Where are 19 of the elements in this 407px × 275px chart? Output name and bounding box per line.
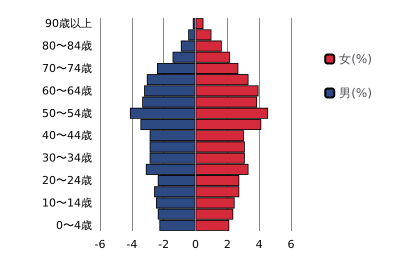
legend-label: 男(%) bbox=[339, 86, 372, 100]
x-tick-label: -6 bbox=[94, 238, 106, 251]
x-tick-label: 4 bbox=[256, 238, 263, 251]
y-tick-label: 60〜64歳 bbox=[42, 84, 92, 98]
x-tick-label: -4 bbox=[126, 238, 138, 251]
y-tick-label: 10〜14歳 bbox=[42, 196, 92, 210]
y-tick-label: 80〜84歳 bbox=[42, 40, 92, 53]
x-tick-label: 0 bbox=[192, 238, 199, 251]
y-tick-label: 90歳以上 bbox=[45, 17, 92, 30]
y-tick-label: 0〜4歳 bbox=[56, 218, 92, 232]
y-tick-label: 50〜54歳 bbox=[42, 106, 92, 120]
x-tick-label: 6 bbox=[288, 238, 294, 251]
y-tick-label: 70〜74歳 bbox=[42, 62, 92, 75]
y-tick-label: 40〜44歳 bbox=[42, 129, 92, 142]
y-tick-label: 20〜24歳 bbox=[42, 174, 92, 188]
y-tick-label: 30〜34歳 bbox=[42, 152, 92, 165]
x-tick-label: 2 bbox=[224, 238, 231, 251]
x-tick-label: -2 bbox=[158, 238, 170, 251]
legend-label: 女(%) bbox=[339, 52, 372, 66]
